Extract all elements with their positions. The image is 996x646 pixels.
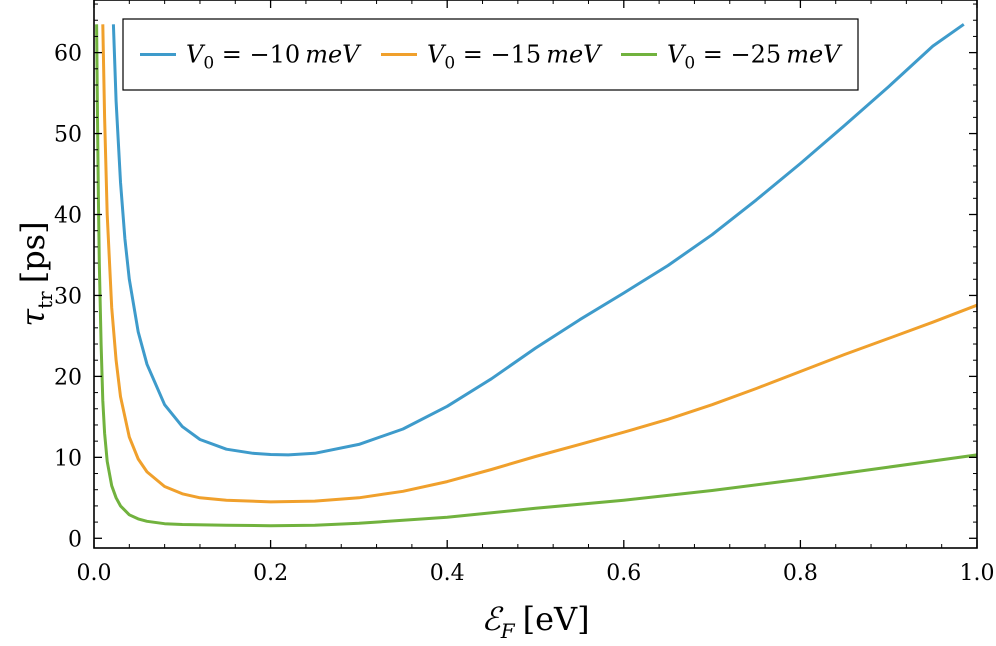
x-axis-unit: [eV] — [523, 600, 590, 638]
series-layer — [95, 23, 978, 528]
legend: V0 = −10 meV V0 = −15 meV V0 = −25 meV — [122, 18, 859, 91]
x-axis-symbol: ℰ — [481, 600, 504, 638]
x-tick-label: 0.8 — [783, 561, 818, 586]
y-tick-label: 0 — [68, 527, 82, 552]
y-axis-subscript: tr — [33, 291, 57, 309]
y-axis-title: τtr [ps] — [14, 221, 57, 326]
y-tick-label: 30 — [54, 284, 82, 309]
y-tick-label: 60 — [54, 42, 82, 67]
tick-labels-layer: 0.0 0.2 0.4 0.6 0.8 1.0 0 10 20 30 40 50 60 — [54, 42, 995, 586]
x-tick-label: 0.6 — [606, 561, 641, 586]
legend-items: V0 = −10 meV V0 = −15 meV V0 = −25 meV — [140, 41, 843, 74]
legend-label-2: V0 = −15 meV — [427, 41, 603, 74]
x-axis-title: ℰF [eV] — [481, 600, 589, 643]
plot-frame — [93, 0, 978, 549]
x-tick-label: 1.0 — [960, 561, 995, 586]
y-axis-symbol: τ — [14, 308, 52, 327]
legend-label-3: V0 = −25 meV — [667, 41, 843, 74]
y-axis-unit: [ps] — [14, 221, 52, 283]
y-tick-label: 40 — [54, 204, 82, 229]
x-axis-subscript: F — [500, 619, 516, 643]
y-tick-label: 20 — [54, 365, 82, 390]
legend-label-1: V0 = −10 meV — [186, 41, 362, 74]
x-tick-label: 0.0 — [77, 561, 112, 586]
y-tick-label: 50 — [54, 123, 82, 148]
x-tick-label: 0.4 — [430, 561, 465, 586]
series-line-2 — [101, 24, 978, 504]
x-tick-label: 0.2 — [253, 561, 288, 586]
series-line-3 — [95, 24, 978, 528]
series-line-1 — [111, 23, 965, 457]
legend-box — [122, 18, 859, 91]
y-tick-label: 10 — [54, 446, 82, 471]
